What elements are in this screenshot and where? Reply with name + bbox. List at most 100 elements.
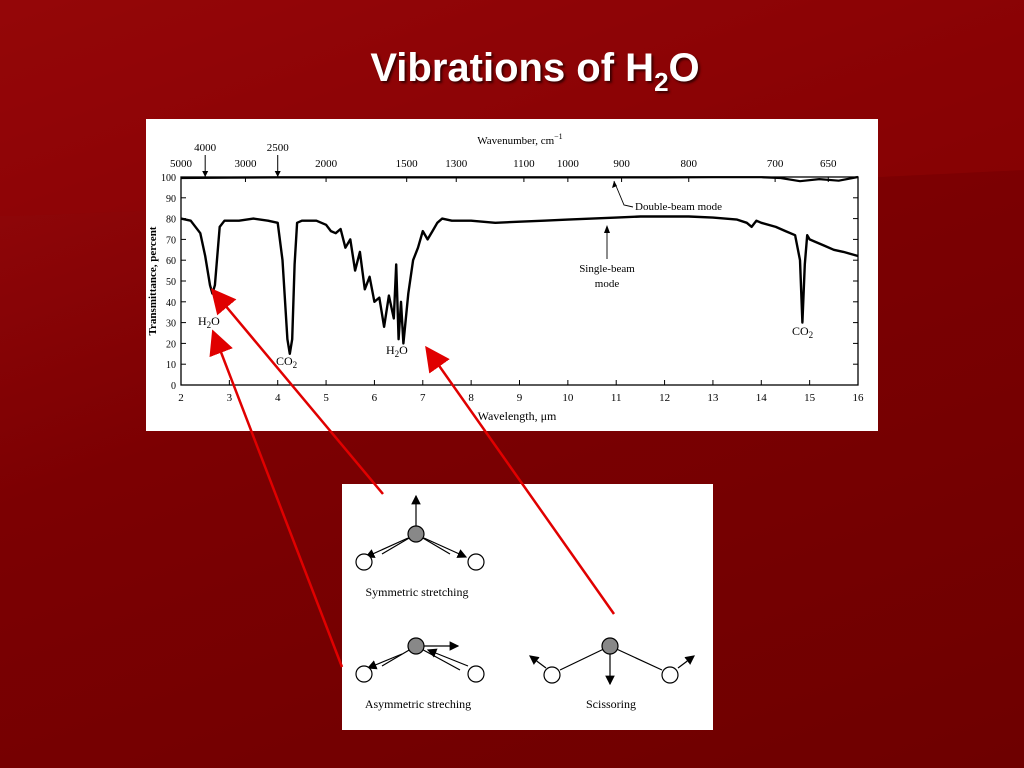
y-tick-label: 80 <box>166 215 176 226</box>
oxygen-atom <box>407 525 425 543</box>
y-tick-label: 10 <box>166 360 176 371</box>
scissoring-arrow-left <box>529 655 547 669</box>
single-beam-pointer-head <box>604 225 610 233</box>
annotation-single-beam-mode: mode <box>595 278 620 290</box>
x-tick-label: 4 <box>275 392 281 404</box>
vibration-modes-diagram: Symmetric stretching Asymmetric strechin… <box>342 484 713 730</box>
top-tick-label: 800 <box>681 158 698 170</box>
y-tick-label: 20 <box>166 339 176 350</box>
y-tick-label: 0 <box>171 381 176 392</box>
annotation-co2-first-sub: 2 <box>293 360 298 370</box>
annotation-h2o-first-end: O <box>211 314 220 328</box>
hydrogen-atom-left <box>543 666 561 684</box>
top-tick-label: 2000 <box>315 158 338 170</box>
top-tick-label: 650 <box>820 158 837 170</box>
top-marked-tick-arrow <box>274 171 281 177</box>
x-tick-label: 2 <box>178 392 184 404</box>
hydrogen-atom-left <box>355 553 373 571</box>
double-beam-line <box>180 175 859 183</box>
top-axis-label: Wavenumber, cm−1 <box>477 132 562 147</box>
x-axis-label: Wavelength, μm <box>478 409 557 423</box>
x-tick-label: 8 <box>468 392 474 404</box>
x-tick-label: 16 <box>853 392 865 404</box>
x-tick-label: 15 <box>804 392 816 404</box>
x-tick-label: 11 <box>611 392 622 404</box>
y-tick-label: 100 <box>161 173 176 184</box>
x-tick-label: 5 <box>323 392 329 404</box>
top-tick-label: 900 <box>613 158 630 170</box>
annotation-single-beam: Single-beam <box>579 263 635 275</box>
symmetric-stretching-molecule <box>355 494 485 571</box>
scissoring-molecule <box>529 637 695 686</box>
annotation-h2o-second-sub: 2 <box>395 349 400 359</box>
top-tick-label: 1100 <box>513 158 535 170</box>
double-beam-pointer-head <box>612 181 617 188</box>
x-tick-label: 9 <box>517 392 523 404</box>
y-tick-label: 70 <box>166 235 176 246</box>
top-tick-label: 3000 <box>234 158 257 170</box>
annotation-co2-second-text: CO <box>792 324 809 338</box>
oxygen-atom <box>407 637 425 655</box>
oxygen-atom <box>601 637 619 655</box>
annotation-double-beam: Double-beam mode <box>635 201 722 213</box>
top-axis-label-superscript: −1 <box>554 132 563 141</box>
hydrogen-atom-right <box>467 665 485 683</box>
y-axis-label: Transmittance, percent <box>147 226 159 335</box>
symmetric-stretching-label: Symmetric stretching <box>366 585 469 599</box>
annotation-co2-first-text: CO <box>276 354 293 368</box>
x-tick-label: 7 <box>420 392 426 404</box>
top-marked-tick-label: 4000 <box>194 142 217 154</box>
slide-title: Vibrations of H2O <box>0 46 1024 97</box>
double-beam-pointer <box>613 180 634 208</box>
ir-spectrum-chart: 0 10 20 30 40 50 60 70 80 90 100 2 3 4 5 6 7 8 9 10 11 12 13 1… <box>146 119 878 431</box>
scissoring-arrow-right <box>677 655 695 669</box>
annotation-co2-second: CO2 <box>792 324 813 340</box>
annotation-h2o-second-end: O <box>399 343 408 357</box>
slide-title-main: Vibrations of H <box>370 46 655 90</box>
annotation-h2o-first-text: H <box>198 314 207 328</box>
y-tick-label: 40 <box>166 298 176 309</box>
x-tick-label: 6 <box>372 392 378 404</box>
x-tick-label: 14 <box>756 392 768 404</box>
vibration-modes-svg: Symmetric stretching Asymmetric strechin… <box>355 494 695 711</box>
asymmetric-stretching-molecule <box>355 637 485 683</box>
hydrogen-atom-right <box>661 666 679 684</box>
top-tick-label: 1300 <box>445 158 468 170</box>
y-axis: 0 10 20 30 40 50 60 70 80 90 100 <box>161 173 858 392</box>
annotation-h2o-second-text: H <box>386 343 395 357</box>
y-tick-label: 50 <box>166 277 176 288</box>
asymmetric-arrow-inward <box>426 648 469 667</box>
symmetric-arrow-left <box>364 537 409 558</box>
x-axis: 2 3 4 5 6 7 8 9 10 11 12 13 14 15 16 <box>178 380 864 404</box>
asymmetric-arrow-left <box>366 653 403 670</box>
chart-svg: 0 10 20 30 40 50 60 70 80 90 100 2 3 4 5 6 7 8 9 10 11 12 13 1… <box>147 132 864 423</box>
series-layer <box>180 175 859 355</box>
slide-title-subscript: 2 <box>654 67 669 97</box>
annotation-co2-second-sub: 2 <box>809 330 814 340</box>
top-tick-label: 5000 <box>170 158 193 170</box>
top-tick-label: 1500 <box>396 158 419 170</box>
asymmetric-stretching-label: Asymmetric streching <box>365 697 471 711</box>
top-axis-label-text: Wavenumber, cm <box>477 135 554 147</box>
top-marked-tick-label: 2500 <box>267 142 290 154</box>
annotation-h2o-second: H2O <box>386 343 408 359</box>
x-tick-label: 13 <box>707 392 719 404</box>
hydrogen-atom-right <box>467 553 485 571</box>
hydrogen-atom-left <box>355 665 373 683</box>
y-tick-label: 90 <box>166 194 176 205</box>
scissoring-label: Scissoring <box>586 697 636 711</box>
x-tick-label: 12 <box>659 392 670 404</box>
annotation-h2o-first: H2O <box>198 314 220 330</box>
top-marked-tick-arrow <box>202 171 209 177</box>
symmetric-arrow-right <box>423 537 468 558</box>
x-tick-label: 3 <box>227 392 233 404</box>
y-tick-label: 30 <box>166 319 176 330</box>
top-tick-label: 700 <box>767 158 784 170</box>
y-tick-label: 60 <box>166 256 176 267</box>
single-beam-line <box>180 215 859 355</box>
slide-title-end: O <box>668 46 700 90</box>
top-tick-label: 1000 <box>557 158 580 170</box>
x-tick-label: 10 <box>562 392 574 404</box>
top-axis: 5000 3000 2000 1500 1300 1100 1000 900 800 700 650… <box>170 142 837 182</box>
annotation-co2-first: CO2 <box>276 354 297 370</box>
